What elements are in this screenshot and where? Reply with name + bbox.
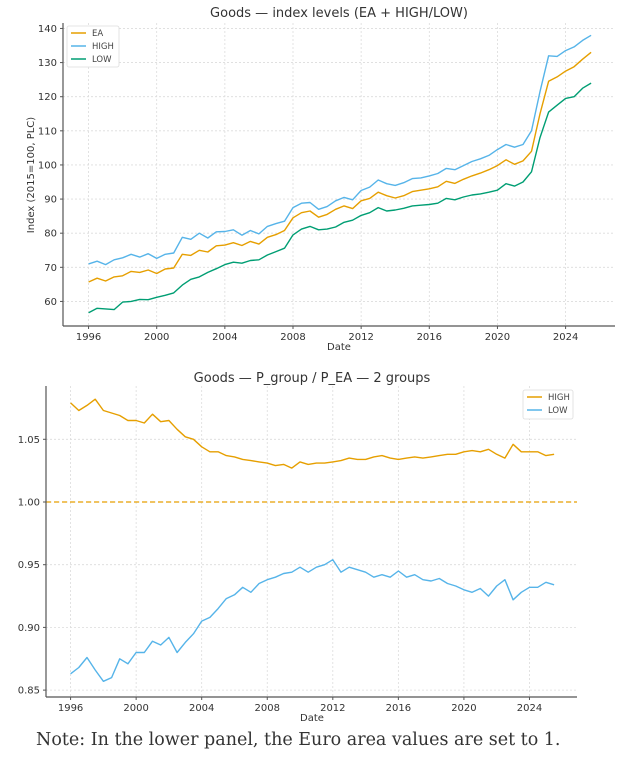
- x-tick-label: 2000: [144, 332, 169, 343]
- legend-label-high: HIGH: [92, 42, 114, 52]
- bottom-panel: Goods — P_group / P_EA — 2 groups 1996 20…: [18, 371, 577, 724]
- y-tick-label: 1.00: [18, 497, 40, 508]
- series-line-high: [88, 34, 592, 266]
- y-tick-label: 80: [44, 229, 57, 240]
- y-tick-label: 130: [38, 58, 57, 69]
- x-tick-label: 2004: [212, 332, 237, 343]
- x-tick-label: 2024: [517, 703, 542, 714]
- top-tick-labels: 1996 2000 2004 2008 2012 2016 2020 2024 60 70 80 90…: [38, 24, 578, 343]
- y-tick-label: 0.95: [18, 560, 40, 571]
- series-line-ea: [88, 51, 592, 283]
- x-tick-label: 1996: [76, 332, 101, 343]
- bottom-legend: HIGH LOW: [522, 389, 574, 420]
- y-tick-label: 1.05: [18, 435, 40, 446]
- y-tick-label: 100: [38, 160, 57, 171]
- series-line-low: [88, 82, 592, 314]
- top-x-axis-label: Date: [327, 342, 351, 353]
- y-tick-label: 90: [44, 195, 57, 206]
- x-tick-label: 2012: [348, 332, 373, 343]
- y-tick-label: 140: [38, 24, 57, 35]
- top-gridlines: [63, 23, 615, 326]
- top-panel: Goods — index levels (EA + HIGH/LOW) 199…: [26, 6, 615, 353]
- figure-note: Note: In the lower panel, the Euro area …: [36, 730, 561, 750]
- legend-label-low: LOW: [548, 406, 568, 416]
- bottom-chart-title: Goods — P_group / P_EA — 2 groups: [194, 371, 431, 386]
- top-series-lines: [88, 34, 592, 314]
- y-tick-label: 110: [38, 126, 57, 137]
- y-tick-label: 60: [44, 297, 57, 308]
- x-tick-label: 2008: [255, 703, 280, 714]
- legend-label-low: LOW: [92, 55, 112, 65]
- x-tick-label: 2020: [451, 703, 476, 714]
- series-line-high: [70, 398, 555, 469]
- top-legend: EA HIGH LOW: [66, 25, 120, 68]
- bottom-series-lines: [70, 398, 555, 682]
- x-tick-label: 2016: [386, 703, 411, 714]
- y-tick-label: 0.90: [18, 623, 40, 634]
- bottom-tick-labels: 1996 2000 2004 2008 2012 2016 2020 2024 0.85 0.90…: [18, 435, 542, 714]
- y-tick-label: 0.85: [18, 686, 40, 697]
- x-tick-label: 2008: [280, 332, 305, 343]
- y-tick-label: 70: [44, 263, 57, 274]
- x-tick-label: 2024: [553, 332, 578, 343]
- top-legend-box: [66, 25, 120, 68]
- x-tick-label: 2020: [485, 332, 510, 343]
- series-line-low: [70, 559, 555, 682]
- x-tick-label: 2012: [320, 703, 345, 714]
- x-tick-label: 2016: [417, 332, 442, 343]
- x-tick-label: 2000: [123, 703, 148, 714]
- top-chart-title: Goods — index levels (EA + HIGH/LOW): [210, 6, 468, 21]
- bottom-x-axis-label: Date: [300, 713, 324, 724]
- y-tick-label: 120: [38, 92, 57, 103]
- x-tick-label: 1996: [58, 703, 83, 714]
- x-tick-label: 2004: [189, 703, 214, 714]
- top-y-axis-label: Index (2015=100, PLC): [26, 117, 37, 233]
- bottom-gridlines: [46, 386, 577, 697]
- legend-label-ea: EA: [92, 29, 103, 39]
- legend-label-high: HIGH: [548, 393, 570, 403]
